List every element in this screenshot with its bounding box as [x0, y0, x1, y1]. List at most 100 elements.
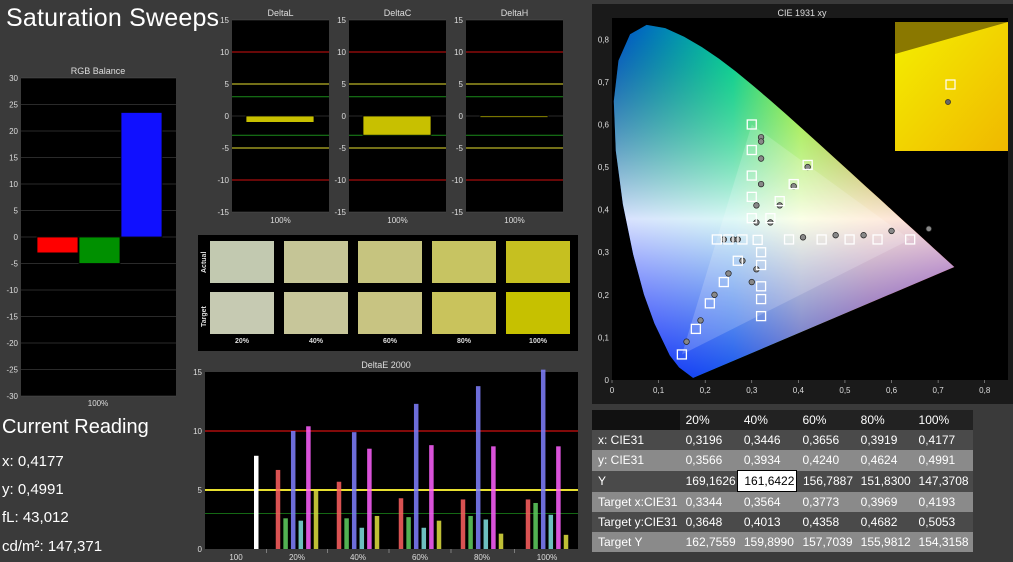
cie-ytick: 0,8	[598, 35, 610, 44]
cie-target-point	[802, 159, 813, 171]
cie-chart: CIE 1931 xy 0 0,1 0,2 0,3 0,4 0,5 0,6 0,7 0,8 0,8…	[592, 4, 1013, 404]
table-cell: 162,7559	[679, 532, 738, 552]
cie-measured-point	[888, 227, 895, 235]
table-cell: 154,3158	[912, 532, 973, 552]
reading-fl: fL: 43,012	[2, 509, 69, 526]
inset-target-marker	[945, 79, 956, 90]
target-swatch	[506, 292, 570, 334]
swatch-label: 80%	[456, 338, 471, 345]
table-row: Y 169,1626 161,6422 156,7887 151,8300 147,370…	[592, 470, 973, 492]
delta-xlabel: 100%	[270, 216, 290, 225]
delta-bar	[362, 115, 432, 136]
deltae-bar-cyan	[359, 527, 365, 549]
cie-xtick: 0,2	[700, 386, 712, 395]
deltae-xlabel: 80%	[474, 553, 490, 562]
cie-target-point	[755, 293, 767, 305]
delta-ytick: 10	[337, 48, 346, 57]
cie-target-point	[723, 234, 734, 245]
rgb-ytick: 15	[9, 154, 18, 163]
table-row-label: Target Y	[592, 532, 680, 552]
deltae-bar-blue	[351, 432, 357, 549]
delta-ytick: -10	[217, 176, 229, 185]
deltae-bar-green	[533, 502, 538, 549]
table-cell: 0,3564	[737, 491, 797, 512]
table-row: Target x:CIE31 0,3344 0,3564 0,3773 0,3969 0,…	[592, 491, 973, 512]
delta-ytick: 10	[454, 48, 463, 57]
deltae-bar-cyan	[421, 527, 427, 549]
table-cell: 0,3648	[679, 512, 738, 532]
deltae-ytick: 15	[193, 368, 202, 377]
rgb-ytick: -15	[6, 313, 18, 322]
rgb-ytick: -30	[6, 392, 18, 401]
delta-title: DeltaC	[384, 8, 412, 18]
table-cell: 0,3934	[737, 450, 797, 471]
actual-label: Actual	[201, 251, 208, 273]
cie-xtick: 0,7	[933, 386, 945, 395]
cie-ytick: 0,5	[598, 163, 610, 172]
cie-target-point	[690, 323, 702, 335]
delta-ytick: 0	[342, 112, 347, 121]
cie-target-point	[746, 191, 757, 203]
cie-measured-point	[757, 138, 765, 145]
deltae-xlabel: 100	[229, 553, 243, 562]
table-cell: 0,3656	[796, 430, 855, 450]
delta-title: DeltaL	[267, 8, 293, 18]
delta-xlabel: 100%	[504, 216, 524, 225]
cie-target-point	[872, 234, 883, 245]
delta-title: DeltaH	[501, 8, 529, 18]
table-row-label: Y	[592, 470, 680, 492]
delta-ytick: 15	[454, 16, 463, 25]
deltae-ytick: 10	[193, 427, 202, 436]
rgb-balance-title: RGB Balance	[71, 66, 126, 76]
target-swatch	[284, 292, 348, 334]
delta-ytick: 0	[459, 112, 464, 121]
delta-bar	[479, 115, 549, 118]
swatch-label: 20%	[234, 338, 249, 345]
table-header-cell: 20%	[679, 410, 738, 430]
cie-measured-point	[725, 270, 732, 277]
deltae-bar-red	[275, 469, 281, 549]
cie-measured-point	[757, 180, 765, 188]
table-header-cell: 80%	[854, 410, 913, 430]
cie-inset	[895, 22, 1008, 151]
table-row-label: Target x:CIE31	[592, 491, 680, 512]
cie-target-point	[737, 234, 748, 245]
deltae-bar-yellow	[374, 515, 380, 549]
table-header-cell: 100%	[912, 410, 973, 430]
cie-ytick: 0	[605, 376, 610, 385]
swatch-label: 100%	[529, 338, 547, 345]
cie-ytick: 0,1	[598, 333, 610, 342]
table-header-row: 20% 40% 60% 80% 100%	[592, 410, 973, 430]
deltae-chart: DeltaE 2000 15 10 5 0 100 20% 40% 60% 80% 100%	[193, 360, 578, 562]
table-cell: 0,3919	[854, 430, 913, 450]
cie-measured-point	[832, 232, 839, 239]
table-row-label: Target y:CIE31	[592, 512, 680, 532]
cie-title: CIE 1931 xy	[777, 8, 827, 18]
cie-measured-point	[799, 234, 807, 241]
deltae-bar-yellow	[498, 533, 504, 549]
rgb-bar-b	[120, 112, 163, 238]
deltae-bar-blue	[290, 431, 296, 549]
table-cell: 0,4358	[796, 512, 855, 532]
cie-target-point	[755, 281, 767, 292]
deltae-bar-red	[336, 481, 342, 549]
table-cell: 157,7039	[796, 532, 855, 552]
rgb-balance-xlabel: 100%	[88, 399, 108, 408]
deltae-bar-magenta	[429, 445, 434, 549]
actual-swatch	[210, 241, 274, 283]
reading-x: x: 0,4177	[2, 453, 64, 470]
cie-measured-point	[757, 155, 765, 162]
cie-ytick: 0,3	[598, 248, 610, 257]
deltae-bar-yellow	[563, 534, 569, 549]
rgb-ytick: 5	[14, 207, 19, 216]
delta-ytick: 5	[225, 80, 230, 89]
table-cell: 0,4013	[737, 512, 797, 532]
rgb-bar-r	[36, 236, 79, 254]
cie-target-point	[755, 310, 767, 322]
cie-xtick: 0,8	[979, 386, 991, 395]
deltae-bar-yellow	[436, 520, 442, 549]
delta-ytick: -15	[334, 208, 346, 217]
cie-target-point	[905, 234, 916, 245]
rgb-ytick: 25	[9, 101, 18, 110]
deltae-bar-magenta	[491, 446, 496, 549]
